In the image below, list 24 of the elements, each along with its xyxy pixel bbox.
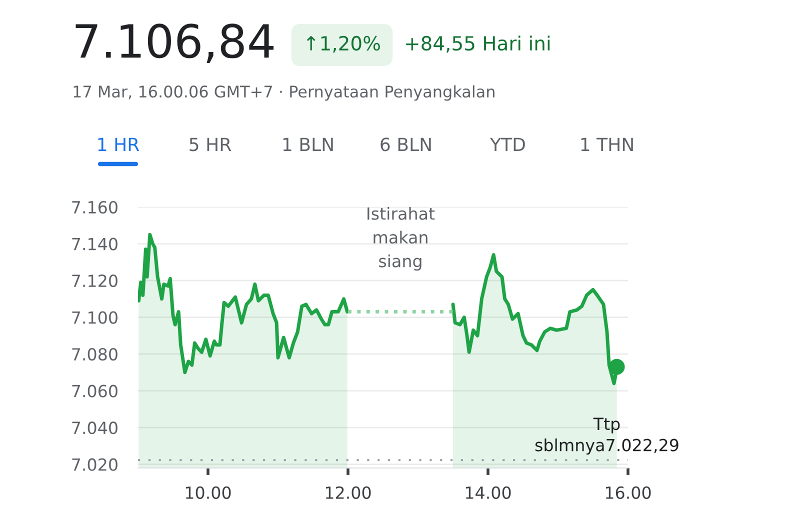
y-tick-label: 7.160	[72, 200, 118, 214]
y-tick-label: 7.020	[72, 458, 118, 471]
text: +84,55 Hari ini	[406, 36, 550, 53]
text: 1 HR	[98, 138, 140, 151]
chart-subtitle: 17 Mar, 16.00.06 GMT+7 · Pernyataan Penyangkalan	[74, 85, 494, 101]
x-tick-label: 12.00	[326, 486, 371, 499]
x-tick-label: 16.00	[606, 486, 651, 499]
text: ↑1,20%	[306, 36, 380, 53]
x-tick-label: 14.00	[466, 486, 511, 499]
text: 1 THN	[581, 138, 633, 151]
annotation: Istirahat makan siang	[368, 207, 435, 271]
text: 1 BLN	[283, 138, 333, 151]
y-tick-label: 7.140	[72, 238, 118, 250]
x-tick-label: 10.00	[186, 486, 231, 499]
y-tick-label: 7.040	[72, 422, 118, 434]
text: YTD	[490, 138, 525, 151]
text: 6 BLN	[380, 138, 431, 152]
y-tick-label: 7.080	[72, 348, 118, 361]
chart-title: 7.106,84	[76, 24, 274, 63]
text: 5 HR	[190, 138, 232, 152]
ref-line-label: Ttp sblmnya7.022,29	[535, 418, 678, 455]
y-tick-label: 7.120	[72, 274, 118, 288]
y-tick-label: 7.100	[72, 311, 118, 324]
y-tick-label: 7.060	[72, 384, 118, 398]
